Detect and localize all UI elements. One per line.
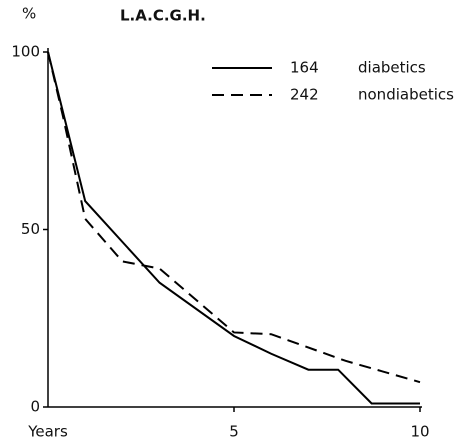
x-tick-label: 10: [410, 423, 429, 441]
y-tick-label: 100: [11, 43, 40, 61]
x-tick-label: 5: [229, 423, 239, 441]
legend-label: nondiabetics: [358, 86, 454, 104]
series-line: [47, 51, 420, 405]
y-tick-label: 50: [21, 220, 40, 238]
legend-label: diabetics: [358, 59, 426, 77]
legend-count: 164: [290, 59, 319, 77]
series-line: [47, 51, 421, 384]
y-axis-label: %: [22, 5, 36, 23]
y-tick-label: 0: [30, 398, 40, 416]
legend-count: 242: [290, 86, 319, 104]
x-axis-label: Years: [27, 423, 68, 441]
chart-title: L.A.C.G.H.: [120, 7, 206, 25]
